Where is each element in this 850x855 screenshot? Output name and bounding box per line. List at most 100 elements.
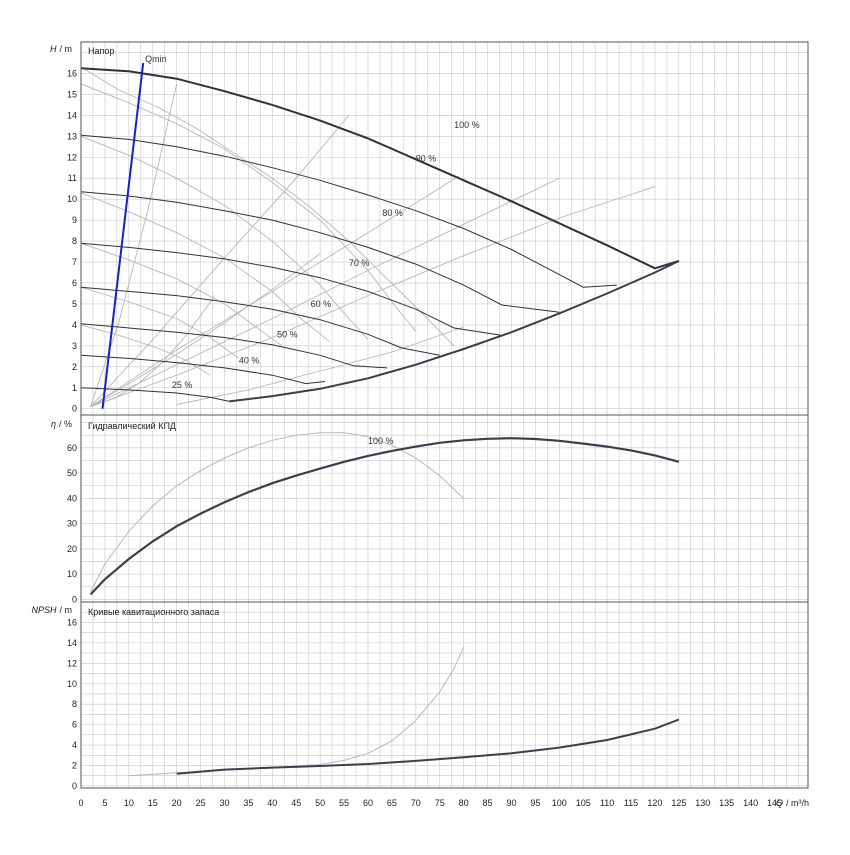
y-tick-label: 4 <box>72 320 77 330</box>
x-tick-label: 130 <box>695 798 710 808</box>
head-speed-curve <box>80 67 680 270</box>
qmin-line <box>101 62 145 409</box>
speed-curve-label: 50 % <box>277 329 298 339</box>
x-tick-label: 30 <box>219 798 229 808</box>
y-tick-label: 3 <box>72 341 77 351</box>
y-tick-label: 6 <box>72 720 77 730</box>
y-tick-label: 30 <box>67 519 77 529</box>
npsh-axis-label: NPSH / m <box>31 605 72 615</box>
x-tick-label: 65 <box>387 798 397 808</box>
head-reference-curve <box>80 135 369 340</box>
efficiency-curve <box>89 437 680 596</box>
y-tick-label: 16 <box>67 617 77 627</box>
y-tick-label: 1 <box>72 383 77 393</box>
head-reference-curve <box>80 324 211 376</box>
speed-curve-label: 90 % <box>416 153 437 163</box>
head-reference-curve <box>90 186 656 408</box>
x-tick-label: 105 <box>576 798 591 808</box>
x-tick-label: 135 <box>719 798 734 808</box>
y-tick-label: 10 <box>67 194 77 204</box>
x-tick-label: 80 <box>459 798 469 808</box>
head-reference-curve <box>90 177 560 408</box>
x-tick-label: 45 <box>291 798 301 808</box>
speed-curve-label: 25 % <box>172 380 193 390</box>
x-tick-label: 5 <box>102 798 107 808</box>
y-tick-label: 12 <box>67 152 77 162</box>
panel-frame <box>80 601 809 789</box>
y-tick-label: 10 <box>67 569 77 579</box>
x-tick-label: 110 <box>600 798 614 808</box>
speed-curve-label: 80 % <box>382 208 403 218</box>
efficiency-panel-title: Гидравлический КПД <box>88 421 176 431</box>
x-tick-label: 120 <box>647 798 662 808</box>
y-tick-label: 0 <box>72 781 77 791</box>
x-tick-label: 75 <box>435 798 445 808</box>
x-tick-label: 40 <box>267 798 277 808</box>
y-tick-label: 13 <box>67 131 77 141</box>
x-tick-label: 145 <box>767 798 782 808</box>
y-tick-label: 50 <box>67 468 77 478</box>
y-tick-label: 5 <box>72 299 77 309</box>
head-speed-curve <box>80 242 502 336</box>
y-tick-label: 14 <box>67 110 77 120</box>
head-reference-curve <box>90 83 178 407</box>
x-tick-label: 0 <box>78 798 83 808</box>
speed-curve-label: 40 % <box>239 356 260 366</box>
x-tick-label: 10 <box>124 798 134 808</box>
flow-axis-symbol: Q <box>776 798 783 808</box>
y-tick-label: 2 <box>72 761 77 771</box>
flow-axis-unit: / m³/h <box>786 798 809 808</box>
y-tick-label: 20 <box>67 544 77 554</box>
head-reference-curve <box>176 326 464 405</box>
head-reference-curve <box>90 175 460 407</box>
x-tick-label: 55 <box>339 798 349 808</box>
x-tick-label: 90 <box>506 798 516 808</box>
head-speed-curve <box>80 323 388 369</box>
y-tick-label: 60 <box>67 443 77 453</box>
y-tick-label: 0 <box>72 594 77 604</box>
efficiency-curve-label: 100 % <box>368 436 394 446</box>
y-tick-label: 14 <box>67 638 77 648</box>
head-reference-curve <box>80 83 417 332</box>
head-speed-curve <box>80 191 560 313</box>
x-tick-label: 100 <box>552 798 567 808</box>
head-speed-curve <box>80 134 617 288</box>
head-speed-curve <box>80 286 440 356</box>
head-reference-curve <box>80 66 455 347</box>
x-tick-label: 70 <box>411 798 421 808</box>
y-tick-label: 15 <box>67 89 77 99</box>
y-tick-label: 40 <box>67 493 77 503</box>
npsh-curve <box>176 718 680 775</box>
head-speed-curve <box>80 387 230 402</box>
head-axis-label: H / m <box>50 44 72 54</box>
x-tick-label: 140 <box>743 798 758 808</box>
x-tick-label: 85 <box>483 798 493 808</box>
x-tick-label: 20 <box>172 798 182 808</box>
x-tick-label: 35 <box>243 798 253 808</box>
curve-layer <box>80 62 680 777</box>
y-tick-label: 6 <box>72 278 77 288</box>
head-reference-curve <box>90 295 216 408</box>
x-tick-label: 25 <box>196 798 206 808</box>
head-speed-curve <box>80 354 325 385</box>
efficiency-axis-symbol: η <box>51 419 56 429</box>
speed-curve-label: 100 % <box>454 120 480 130</box>
y-tick-label: 8 <box>72 699 77 709</box>
head-reference-curve <box>90 115 350 407</box>
y-tick-label: 4 <box>72 740 77 750</box>
flow-axis-label: Q / m³/h <box>776 798 809 808</box>
head-axis-unit: / m <box>60 44 73 54</box>
x-tick-label: 95 <box>530 798 540 808</box>
y-tick-label: 10 <box>67 679 77 689</box>
y-tick-label: 0 <box>72 404 77 414</box>
y-tick-label: 7 <box>72 257 77 267</box>
npsh-axis-symbol: NPSH <box>31 605 57 615</box>
npsh-panel-title: Кривые кавитационного запаса <box>88 607 219 617</box>
head-panel-title: Напор <box>88 46 114 56</box>
speed-curve-label: 60 % <box>311 299 332 309</box>
npsh-axis-unit: / m <box>60 605 73 615</box>
head-axis-symbol: H <box>50 44 57 54</box>
y-tick-label: 8 <box>72 236 77 246</box>
